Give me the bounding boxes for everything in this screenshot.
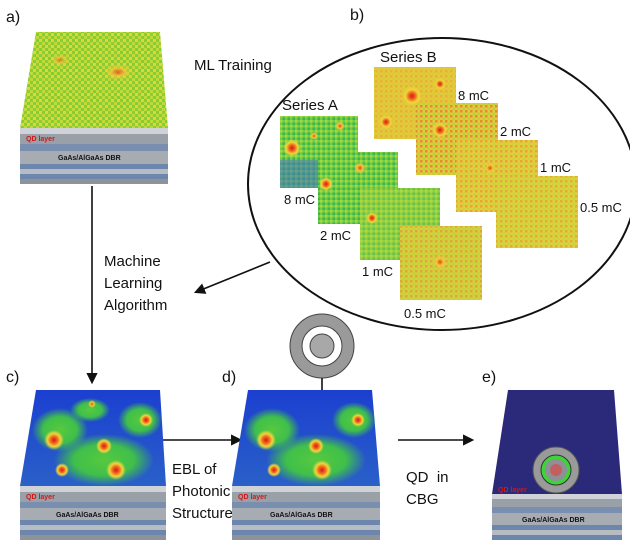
dbr-label-e: GaAs/AlGaAs DBR xyxy=(522,517,585,524)
panel-e-label: e) xyxy=(482,369,496,386)
series-a-dose-1mc: 1 mC xyxy=(362,264,393,279)
algorithm-line-1: Machine xyxy=(104,253,161,270)
panel-a-label: a) xyxy=(6,9,20,26)
series-b-dose-8mc: 8 mC xyxy=(458,88,489,103)
cbg-icon xyxy=(289,313,355,379)
algorithm-line-3: Algorithm xyxy=(104,297,167,314)
series-a-dose-05mc: 0.5 mC xyxy=(404,306,446,321)
device-stack-c: QD layer GaAs/AlGaAs DBR xyxy=(20,390,166,540)
series-b-dose-2mc: 2 mC xyxy=(500,124,531,139)
series-a-maps xyxy=(280,116,482,300)
qd-layer-label-d: QD layer xyxy=(238,494,267,501)
cbg-device-top xyxy=(492,390,622,494)
qd-layer-label-a: QD layer xyxy=(26,136,55,143)
training-ellipse xyxy=(247,37,630,331)
qd-cbg-line-1: QD in xyxy=(406,469,449,486)
panel-d-label: d) xyxy=(222,369,236,386)
device-stack-d: QD layer GaAs/AlGaAs DBR xyxy=(232,390,380,540)
series-a-title: Series A xyxy=(282,97,338,114)
dbr-label-c: GaAs/AlGaAs DBR xyxy=(56,512,119,519)
series-b-dose-05mc: 0.5 mC xyxy=(580,200,622,215)
ebl-line-3: Structure xyxy=(172,505,233,522)
series-a-dose-2mc: 2 mC xyxy=(320,228,351,243)
qd-layer-label-e: QD layer xyxy=(498,487,527,494)
ebl-line-2: Photonic xyxy=(172,483,231,500)
series-b-map-05mc xyxy=(496,176,578,248)
ml-training-title: ML Training xyxy=(194,57,272,74)
panel-c-label: c) xyxy=(6,369,19,386)
dbr-label-a: GaAs/AlGaAs DBR xyxy=(58,155,121,162)
arrow-training-to-algorithm xyxy=(193,261,271,294)
series-a-dose-8mc: 8 mC xyxy=(284,192,315,207)
series-b-maps xyxy=(374,67,578,248)
panel-b-label: b) xyxy=(350,7,364,24)
ebl-line-1: EBL of xyxy=(172,461,217,478)
qd-layer-label-c: QD layer xyxy=(26,494,55,501)
dbr-label-d: GaAs/AlGaAs DBR xyxy=(270,512,333,519)
series-b-title: Series B xyxy=(380,49,437,66)
algorithm-line-2: Learning xyxy=(104,275,162,292)
device-stack-e: QD layer GaAs/AlGaAs DBR xyxy=(492,390,622,540)
series-b-dose-1mc: 1 mC xyxy=(540,160,571,175)
device-stack-a: QD layer GaAs/AlGaAs DBR xyxy=(20,32,168,184)
qd-cbg-line-2: CBG xyxy=(406,491,439,508)
